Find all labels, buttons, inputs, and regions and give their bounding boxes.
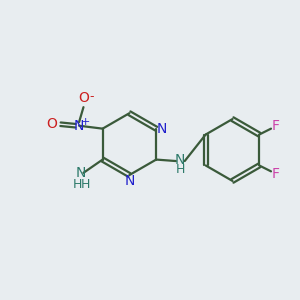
Text: H: H <box>81 178 91 190</box>
Text: N: N <box>124 174 135 188</box>
Text: O: O <box>46 117 57 131</box>
Text: -: - <box>89 90 94 103</box>
Text: O: O <box>79 91 89 105</box>
Text: N: N <box>156 122 167 136</box>
Text: +: + <box>81 117 90 127</box>
Text: H: H <box>72 178 82 190</box>
Text: F: F <box>272 167 280 181</box>
Text: F: F <box>272 119 280 133</box>
Text: N: N <box>175 153 185 166</box>
Text: N: N <box>74 119 84 133</box>
Text: N: N <box>75 167 86 180</box>
Text: H: H <box>176 163 185 176</box>
